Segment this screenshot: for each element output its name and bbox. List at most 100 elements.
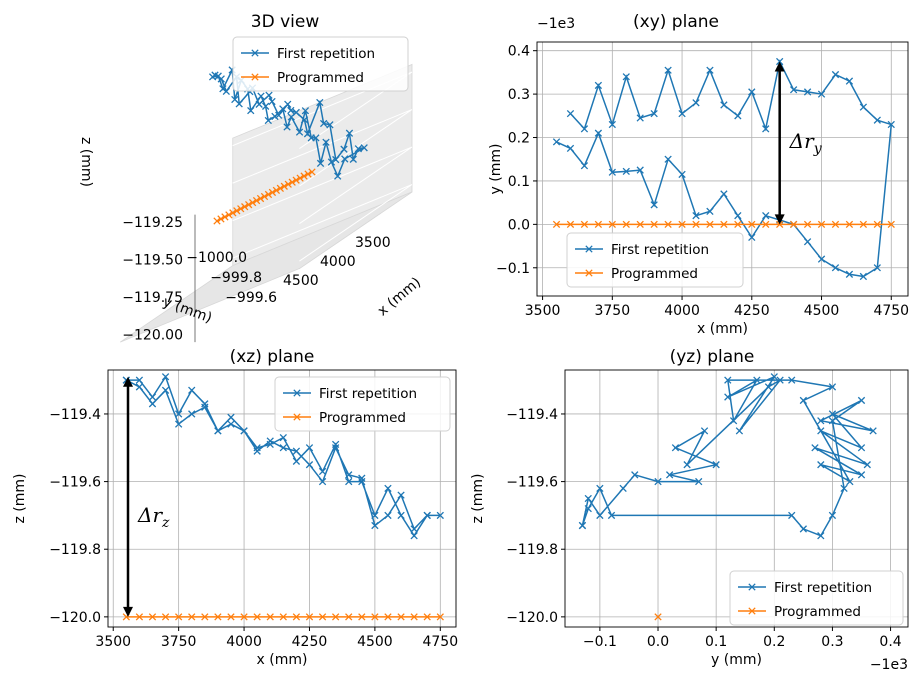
series-first-repetition-point [227, 420, 235, 428]
series-programmed-point [272, 186, 281, 195]
series-first-repetition-point [279, 444, 287, 452]
y-tick-label: −1000.0 [186, 250, 247, 266]
y-tick-label: −119.4 [49, 407, 101, 423]
series-first-repetition-point [706, 66, 714, 74]
legend-first-marker [748, 583, 756, 591]
series-first-repetition-point [845, 270, 854, 278]
delta-rz-subscript: z [161, 515, 170, 531]
grid-line-z [232, 184, 413, 262]
x-axis-label: y (mm) [711, 652, 762, 668]
x-tick-label: 0.0 [647, 634, 669, 650]
series-first-repetition-point [148, 400, 157, 408]
series-first-repetition-point [292, 457, 301, 465]
series-first-repetition-point [211, 71, 219, 79]
series-first-repetition-point [284, 100, 292, 108]
series-first-repetition-point [622, 73, 630, 81]
series-first-repetition-point [384, 511, 392, 520]
series-programmed-point [789, 220, 798, 229]
series-programmed-point [276, 184, 284, 192]
series-programmed-point [734, 220, 742, 229]
series-first-repetition-point [619, 484, 627, 493]
plot-frame [107, 369, 457, 628]
series-first-repetition-point [712, 461, 720, 469]
series-programmed-point [817, 220, 826, 229]
series-first-repetition-point [811, 444, 819, 452]
y-tick-label: −119.8 [506, 542, 558, 558]
series-first-repetition-point [135, 383, 144, 391]
chart-3d-view: −119.25 −119.50 −119.75 −120.00 −1000.0 −999.… [78, 36, 424, 344]
series-first-repetition-line [581, 375, 874, 537]
chart-xy-plane: 3500 3750 4000 4250 4500 4750 −0.1 0.0 0.1 0.2 0.3… [488, 16, 909, 337]
y-tick-label: 0.2 [508, 131, 530, 147]
series-programmed-point [720, 220, 728, 229]
y-axis-label: z (mm) [12, 474, 28, 524]
series-first-repetition-point [174, 420, 183, 428]
series-first-repetition-point [636, 114, 644, 122]
series-first-repetition-point [608, 120, 616, 129]
series-first-repetition-point [174, 410, 183, 418]
series-programmed-point [345, 613, 353, 621]
series-first-repetition-point [729, 417, 738, 425]
series-first-repetition-point [665, 471, 674, 479]
series-first-repetition-point [227, 413, 235, 422]
series-programmed-point [678, 220, 686, 229]
series-first-repetition-point [748, 233, 756, 242]
series-first-repetition-point [650, 201, 658, 209]
series-first-repetition-point [817, 90, 826, 98]
x-tick-label: −0.1 [583, 634, 617, 650]
legend-programmed-marker [293, 413, 301, 421]
series-first-repetition-point [636, 166, 644, 174]
series-programmed-point [245, 201, 253, 209]
pane-floor [120, 191, 413, 343]
series-programmed-point [622, 220, 630, 229]
series-programmed-point [873, 220, 881, 229]
series-first-repetition-point [331, 444, 340, 452]
series-first-repetition-point [384, 484, 392, 493]
series-first-repetition-point [859, 103, 868, 111]
series-programmed-point [654, 613, 662, 621]
series-first-repetition-point [720, 190, 728, 198]
series-first-repetition-point [235, 100, 243, 108]
x-tick-label: 4750 [422, 634, 458, 650]
series-first-repetition-point [828, 410, 837, 418]
grid-line-z [232, 146, 413, 224]
series-first-repetition-point [266, 437, 274, 445]
delta-rz-arrowhead-top [123, 376, 133, 387]
series-programmed-point [397, 613, 405, 621]
series-first-repetition-point [257, 92, 265, 100]
series-programmed-point [227, 613, 235, 621]
legend-first-label: First repetition [611, 242, 709, 258]
series-first-repetition-point [748, 88, 756, 96]
series-first-repetition-point [845, 77, 854, 85]
series-first-repetition-point [831, 264, 840, 272]
series-programmed-point [371, 613, 379, 621]
series-programmed-point [240, 613, 248, 621]
series-first-repetition-point [358, 474, 366, 482]
series-programmed-point [252, 196, 261, 205]
y-tick-label: 0.4 [508, 44, 530, 60]
legend-programmed-label: Programmed [277, 70, 364, 86]
series-first-repetition-point [799, 396, 808, 405]
legend-first-marker [293, 389, 301, 397]
series-programmed-point [264, 190, 273, 199]
y-axis-label: y (mm) [488, 144, 504, 195]
legend-first-marker [585, 245, 593, 253]
series-first-repetition-point [341, 155, 349, 163]
series-first-repetition-point [622, 167, 630, 176]
series-programmed-point [594, 220, 603, 229]
series-first-repetition-point [300, 116, 309, 124]
grid-line-z [232, 71, 413, 149]
series-first-repetition-point [650, 109, 658, 118]
series-first-repetition-point [295, 128, 304, 136]
series-first-repetition-point [268, 97, 276, 106]
series-first-repetition-point [397, 491, 405, 499]
y-tick-label: −119.6 [506, 475, 558, 491]
z-tick-label: −119.25 [122, 215, 183, 231]
series-first-repetition-point [776, 376, 784, 384]
series-first-repetition-point [214, 427, 222, 435]
series-first-repetition-point [678, 170, 686, 179]
x-tick-label: 4750 [873, 303, 909, 319]
series-programmed-point [213, 217, 221, 225]
series-first-repetition-point [828, 417, 837, 425]
series-first-repetition-point [292, 108, 300, 117]
